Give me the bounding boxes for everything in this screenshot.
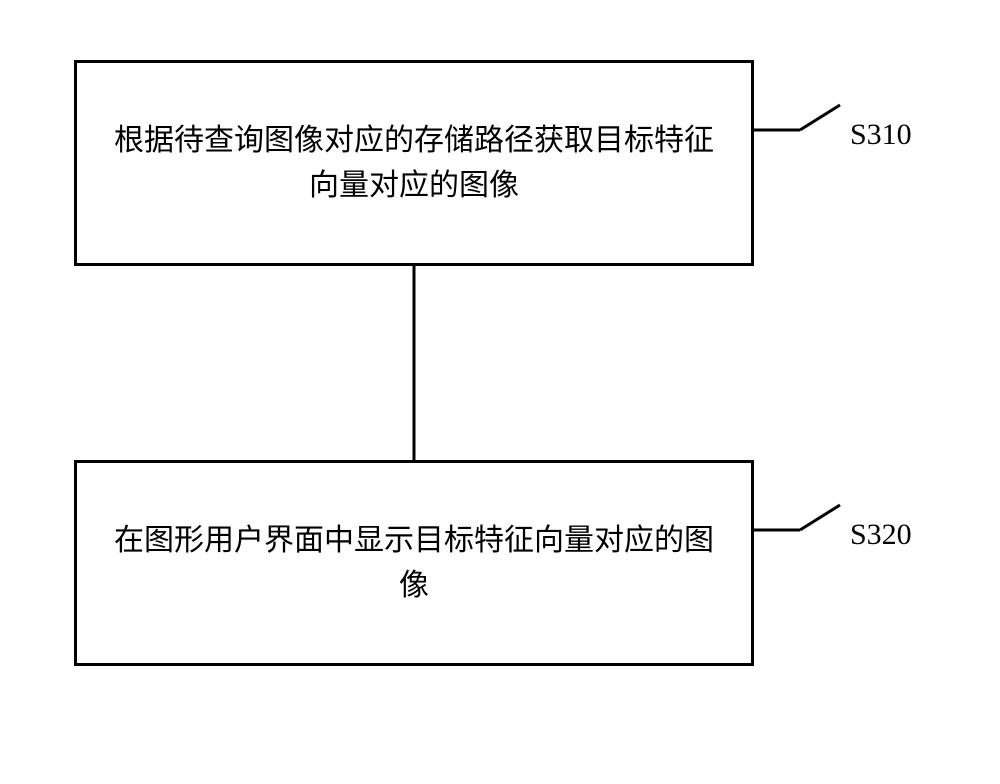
callout-line-s320 [0,0,1000,784]
flowchart-canvas: 根据待查询图像对应的存储路径获取目标特征向量对应的图像 S310 在图形用户界面… [0,0,1000,784]
step-label-s320: S320 [850,518,912,552]
